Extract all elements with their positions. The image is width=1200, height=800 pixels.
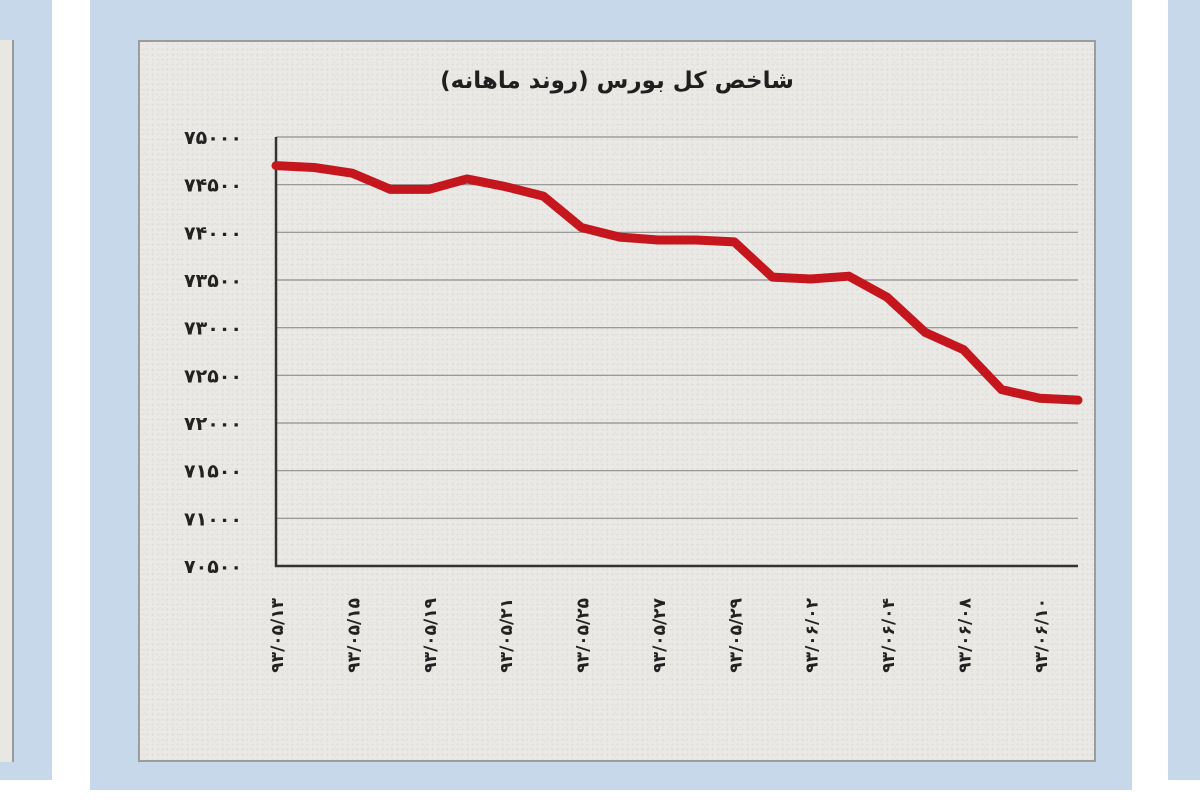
x-tick-label: ۹۳/۰۵/۲۹ bbox=[726, 597, 746, 672]
y-tick-label: ۷۲۰۰۰ bbox=[184, 413, 242, 435]
y-tick-label: ۷۴۵۰۰ bbox=[184, 175, 242, 197]
x-tick-label: ۹۳/۰۵/۱۵ bbox=[344, 598, 364, 673]
chart-title: شاخص کل بورس (روند ماهانه) bbox=[440, 68, 794, 94]
y-tick-label: ۷۰۵۰۰ bbox=[184, 556, 242, 578]
x-tick-label: ۹۳/۰۵/۲۵ bbox=[574, 598, 594, 673]
x-tick-label: ۹۳/۰۶/۰۸ bbox=[955, 597, 975, 672]
chart-box: شاخص کل بورس (روند ماهانه) bbox=[138, 40, 1096, 762]
right-neighbor-panel bbox=[1168, 0, 1200, 780]
y-tick-label: ۷۵۰۰۰ bbox=[184, 127, 242, 149]
left-neighbor-panel-edge bbox=[0, 40, 14, 762]
x-tick-label: ۹۳/۰۶/۰۲ bbox=[803, 597, 823, 672]
x-tick-label: ۹۳/۰۶/۱۰ bbox=[1032, 598, 1052, 673]
x-tick-label: ۹۳/۰۵/۲۷ bbox=[650, 597, 670, 672]
y-tick-label: ۷۱۰۰۰ bbox=[184, 508, 242, 530]
line-chart: ۷۵۰۰۰ ۷۴۵۰۰ ۷۴۰۰۰ ۷۳۵۰۰ ۷۳۰۰۰ ۷۲۵۰۰ ۷۲۰۰۰ ۷۱۵۰۰… bbox=[184, 127, 1083, 673]
x-tick-label: ۹۳/۰۵/۱۳ bbox=[268, 597, 288, 672]
y-tick-label: ۷۴۰۰۰ bbox=[184, 222, 242, 244]
y-tick-label: ۷۱۵۰۰ bbox=[184, 461, 242, 483]
y-tick-label: ۷۳۰۰۰ bbox=[184, 318, 242, 340]
x-tick-label: ۹۳/۰۶/۰۴ bbox=[879, 598, 899, 673]
x-tick-label: ۹۳/۰۵/۲۱ bbox=[497, 598, 517, 673]
y-tick-label: ۷۲۵۰۰ bbox=[184, 365, 242, 387]
series-line bbox=[271, 161, 1083, 405]
y-tick-label: ۷۳۵۰۰ bbox=[184, 270, 242, 292]
x-tick-label: ۹۳/۰۵/۱۹ bbox=[421, 597, 441, 672]
left-neighbor-panel bbox=[0, 0, 52, 780]
